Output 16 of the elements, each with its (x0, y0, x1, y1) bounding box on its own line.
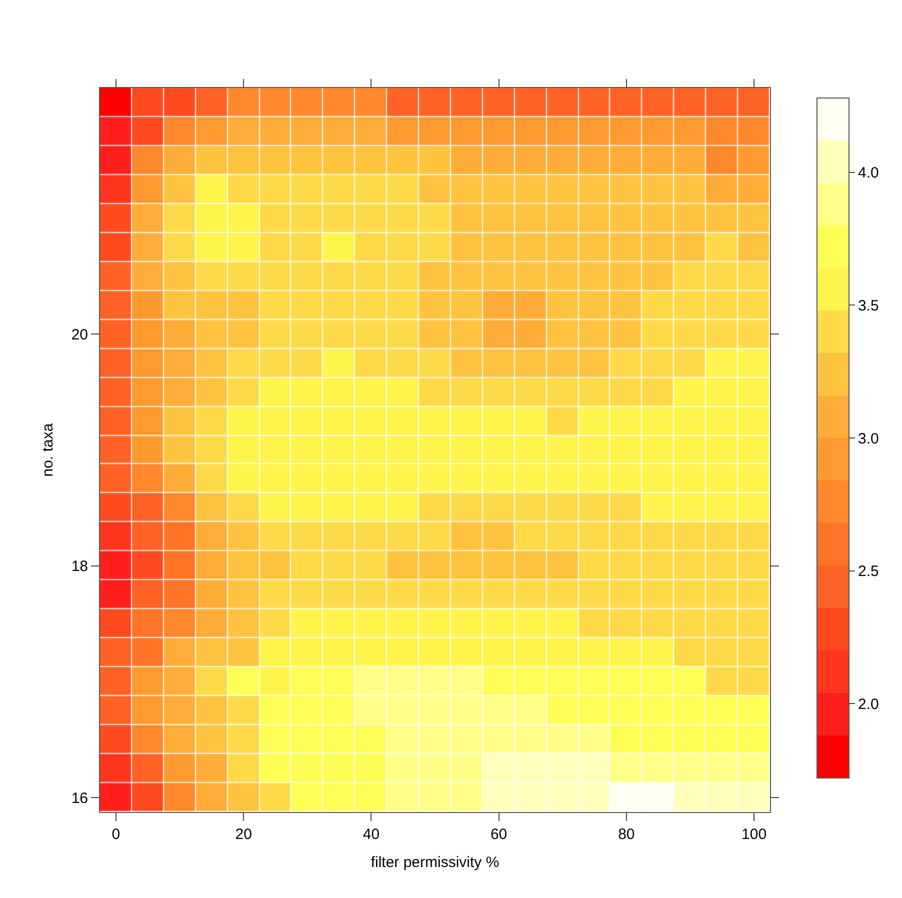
color-bar-label: 2.5 (858, 563, 879, 580)
x-tick-label: 80 (618, 826, 635, 843)
color-bar-label: 2.0 (858, 696, 879, 713)
color-bar-label: 3.0 (858, 430, 879, 448)
y-tick-label: 16 (71, 790, 88, 807)
x-tick-label: 20 (235, 826, 252, 843)
color-bar-label: 4.0 (858, 164, 879, 182)
x-tick-label: 0 (112, 826, 120, 843)
y-tick-label: 18 (71, 558, 88, 576)
x-tick-label: 60 (490, 826, 508, 843)
y-axis-title: no. taxa (40, 422, 57, 477)
x-tick-label: 100 (742, 826, 767, 843)
color-bar-label: 3.5 (858, 297, 879, 314)
y-tick-label: 20 (71, 326, 88, 344)
x-axis-title: filter permissivity % (370, 854, 500, 871)
x-tick-label: 40 (362, 826, 380, 843)
